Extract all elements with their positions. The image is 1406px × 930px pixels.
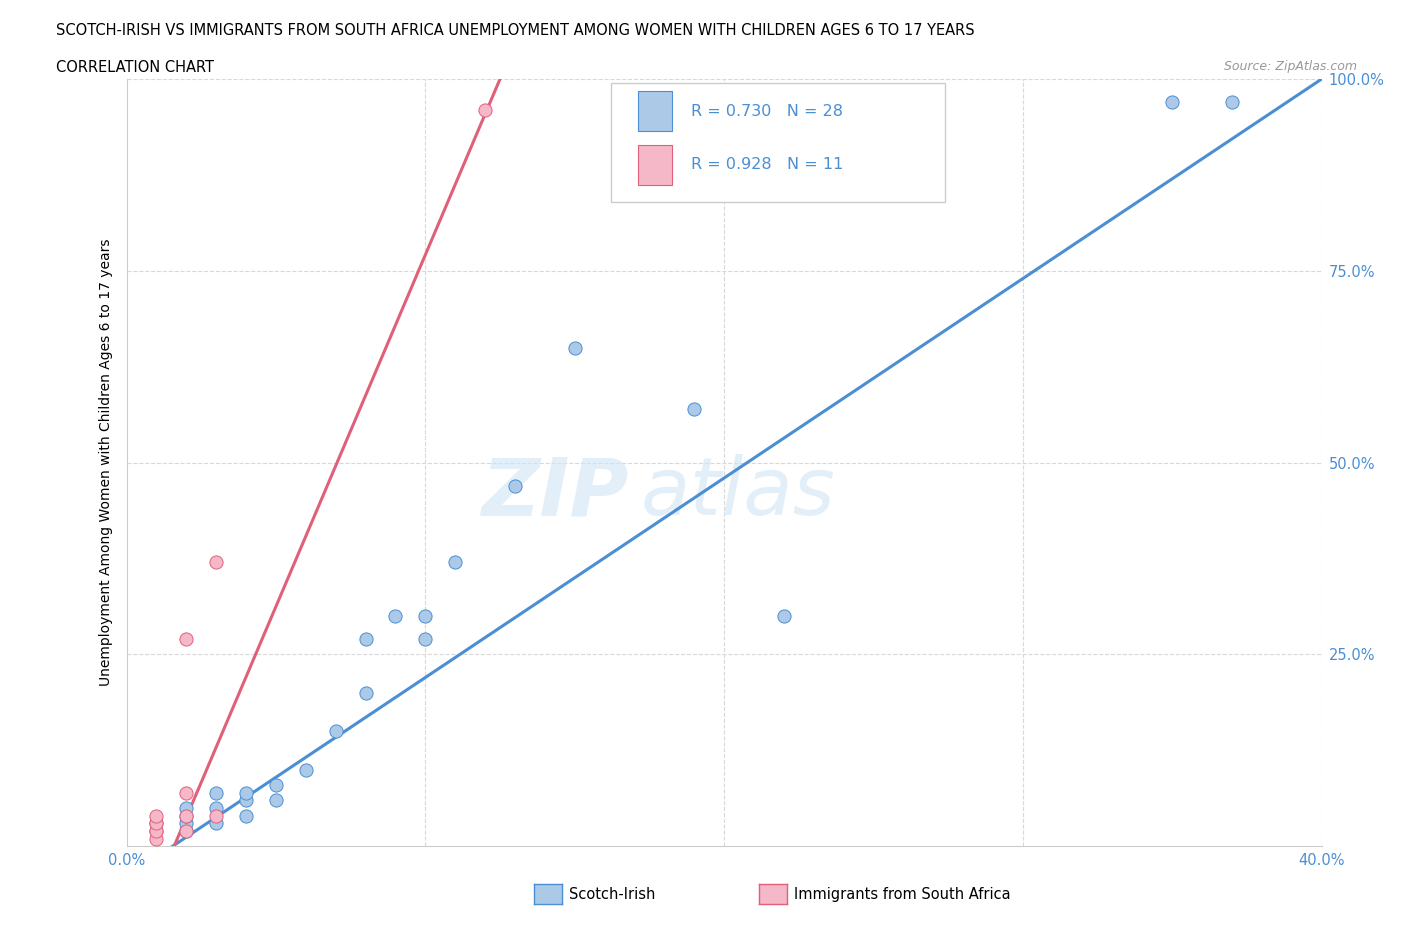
Point xyxy=(773,609,796,624)
Point xyxy=(235,785,257,800)
Point xyxy=(174,808,197,823)
Text: CORRELATION CHART: CORRELATION CHART xyxy=(56,60,214,75)
Point xyxy=(444,555,467,570)
Point xyxy=(174,785,197,800)
Text: Source: ZipAtlas.com: Source: ZipAtlas.com xyxy=(1223,60,1357,73)
Point xyxy=(683,402,706,417)
Text: ZIP: ZIP xyxy=(481,455,628,532)
Text: Scotch-Irish: Scotch-Irish xyxy=(569,887,655,902)
Point xyxy=(415,609,437,624)
Point xyxy=(205,801,228,816)
Text: R = 0.928   N = 11: R = 0.928 N = 11 xyxy=(690,157,844,172)
Point xyxy=(325,724,347,738)
Point xyxy=(415,631,437,646)
Point xyxy=(145,824,167,839)
FancyBboxPatch shape xyxy=(610,83,945,202)
Point xyxy=(145,808,167,823)
Point xyxy=(384,609,406,624)
Point xyxy=(205,555,228,570)
Point xyxy=(235,792,257,807)
Text: atlas: atlas xyxy=(640,455,835,532)
Point xyxy=(1220,95,1243,110)
Point xyxy=(264,777,287,792)
Point xyxy=(205,816,228,830)
Point xyxy=(503,478,526,493)
Y-axis label: Unemployment Among Women with Children Ages 6 to 17 years: Unemployment Among Women with Children A… xyxy=(100,239,114,686)
Point xyxy=(145,816,167,830)
Point xyxy=(264,792,287,807)
FancyBboxPatch shape xyxy=(638,145,672,185)
Point xyxy=(174,824,197,839)
Point xyxy=(235,808,257,823)
Point xyxy=(354,685,377,700)
Point xyxy=(174,816,197,830)
Text: SCOTCH-IRISH VS IMMIGRANTS FROM SOUTH AFRICA UNEMPLOYMENT AMONG WOMEN WITH CHILD: SCOTCH-IRISH VS IMMIGRANTS FROM SOUTH AF… xyxy=(56,23,974,38)
Text: Immigrants from South Africa: Immigrants from South Africa xyxy=(794,887,1011,902)
Point xyxy=(174,808,197,823)
Point xyxy=(205,808,228,823)
Point xyxy=(564,340,586,355)
Point xyxy=(174,801,197,816)
Point xyxy=(174,824,197,839)
Point xyxy=(174,631,197,646)
Point xyxy=(145,831,167,846)
Point xyxy=(474,102,496,117)
Point xyxy=(145,824,167,839)
Point xyxy=(145,816,167,830)
Point xyxy=(1161,95,1184,110)
Point xyxy=(294,763,316,777)
Text: R = 0.730   N = 28: R = 0.730 N = 28 xyxy=(690,104,842,119)
Point xyxy=(354,631,377,646)
FancyBboxPatch shape xyxy=(638,91,672,131)
Point xyxy=(205,785,228,800)
